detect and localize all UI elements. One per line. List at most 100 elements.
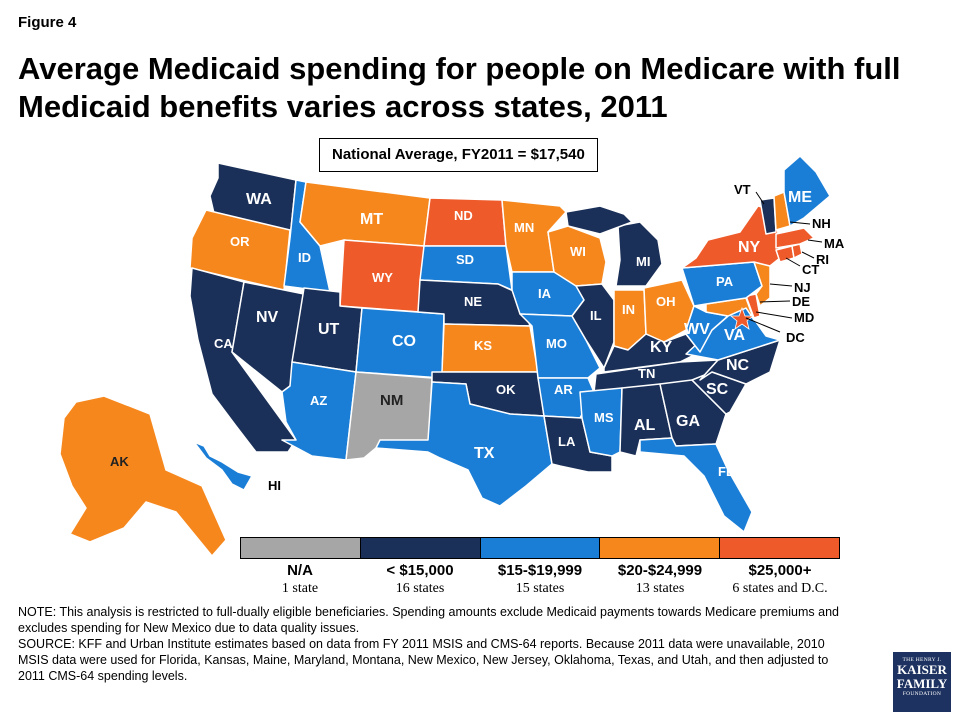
- label-AZ: AZ: [310, 393, 327, 408]
- label-NY: NY: [738, 239, 761, 256]
- legend-count: 1 state: [281, 581, 319, 596]
- legend-bar: [240, 537, 840, 559]
- label-UT: UT: [318, 321, 340, 338]
- label-ND: ND: [454, 208, 473, 223]
- legend-count: 6 states and D.C.: [732, 581, 828, 596]
- label-VA: VA: [724, 327, 745, 344]
- page-title: Average Medicaid spending for people on …: [18, 51, 901, 124]
- legend-item: N/A 1 state: [240, 562, 360, 598]
- label-DC: DC: [786, 330, 805, 345]
- label-PA: PA: [716, 274, 734, 289]
- legend-item: $15-$19,999 15 states: [480, 562, 600, 598]
- legend-label: $25,000+: [748, 562, 812, 579]
- national-average-box: National Average, FY2011 = $17,540: [319, 138, 598, 172]
- legend-item: < $15,000 16 states: [360, 562, 480, 598]
- label-IN: IN: [622, 302, 635, 317]
- state-VT[interactable]: [759, 197, 777, 235]
- notes: NOTE: This analysis is restricted to ful…: [18, 604, 858, 684]
- state-RI[interactable]: [791, 243, 803, 259]
- label-MS: MS: [594, 410, 614, 425]
- label-LA: LA: [558, 434, 576, 449]
- legend-label: $20-$24,999: [617, 562, 703, 579]
- callout-lines: [745, 191, 823, 333]
- label-NC: NC: [726, 357, 750, 374]
- logo-line: THE HENRY J.: [902, 657, 942, 663]
- state-TX[interactable]: [375, 381, 553, 507]
- kff-logo: THE HENRY J. KAISER FAMILY FOUNDATION: [893, 652, 951, 712]
- label-MN: MN: [514, 220, 534, 235]
- label-WI: WI: [570, 244, 586, 259]
- state-ME[interactable]: [783, 155, 831, 227]
- label-MT: MT: [360, 211, 383, 228]
- label-WY: WY: [372, 270, 393, 285]
- label-AL: AL: [634, 417, 656, 434]
- label-OK: OK: [496, 382, 516, 397]
- legend-swatch-lt15: [360, 538, 481, 558]
- label-NH: NH: [812, 216, 831, 231]
- label-WA: WA: [246, 191, 272, 208]
- label-CA: CA: [214, 336, 233, 351]
- legend-item: $25,000+ 6 states and D.C.: [720, 562, 840, 598]
- label-AK: AK: [110, 454, 129, 469]
- label-ID: ID: [298, 250, 311, 265]
- state-WV[interactable]: [685, 305, 729, 353]
- legend-swatch-na: [241, 538, 361, 558]
- logo-line: FAMILY: [896, 676, 948, 691]
- state-AK[interactable]: [59, 395, 227, 557]
- legend-item: $20-$24,999 13 states: [600, 562, 720, 598]
- legend-swatch-15-19: [480, 538, 601, 558]
- legend-label: < $15,000: [386, 562, 454, 579]
- label-NJ: NJ: [794, 280, 811, 295]
- state-MI-up[interactable]: [565, 205, 633, 235]
- label-FL: FL: [718, 464, 734, 479]
- label-GA: GA: [676, 413, 700, 430]
- source-text: SOURCE: KFF and Urban Institute estimate…: [18, 637, 829, 683]
- legend-label: $15-$19,999: [497, 562, 583, 579]
- dc-star[interactable]: [729, 306, 755, 330]
- figure-label: Figure 4: [18, 14, 77, 31]
- label-HI: HI: [268, 478, 281, 493]
- label-NE: NE: [464, 294, 482, 309]
- note-text: NOTE: This analysis is restricted to ful…: [18, 605, 839, 635]
- label-IL: IL: [590, 308, 602, 323]
- state-HI[interactable]: [193, 441, 253, 491]
- label-NV: NV: [256, 309, 279, 326]
- label-WV: WV: [684, 321, 710, 338]
- label-KS: KS: [474, 338, 492, 353]
- label-ME: ME: [788, 189, 812, 206]
- label-KY: KY: [650, 339, 673, 356]
- label-IA: IA: [538, 286, 552, 301]
- state-MA[interactable]: [775, 227, 815, 249]
- label-TN: TN: [638, 366, 655, 381]
- label-MA: MA: [824, 236, 845, 251]
- label-SD: SD: [456, 252, 474, 267]
- label-AR: AR: [554, 382, 573, 397]
- label-OH: OH: [656, 294, 676, 309]
- legend-label: N/A: [287, 562, 313, 579]
- legend-swatch-25plus: [720, 538, 839, 558]
- state-FL[interactable]: [639, 437, 753, 533]
- legend-swatch-20-24: [600, 538, 721, 558]
- label-MI: MI: [636, 254, 650, 269]
- label-CO: CO: [392, 333, 416, 350]
- label-DE: DE: [792, 294, 810, 309]
- legend-count: 15 states: [515, 581, 565, 596]
- state-AZ[interactable]: [281, 361, 357, 461]
- label-MD: MD: [794, 310, 814, 325]
- label-OR: OR: [230, 234, 250, 249]
- label-TX: TX: [474, 445, 495, 462]
- label-SC: SC: [706, 381, 729, 398]
- label-RI: RI: [816, 252, 829, 267]
- label-CT: CT: [802, 262, 819, 277]
- label-NM: NM: [380, 392, 403, 409]
- logo-line: KAISER: [897, 662, 947, 677]
- logo-line: FOUNDATION: [902, 691, 942, 697]
- state-OR[interactable]: [189, 209, 291, 291]
- legend-count: 16 states: [395, 581, 445, 596]
- label-MO: MO: [546, 336, 567, 351]
- label-VT: VT: [734, 182, 751, 197]
- state-MI[interactable]: [615, 221, 663, 287]
- legend-count: 13 states: [635, 581, 685, 596]
- legend-labels: N/A 1 state < $15,000 16 states $15-$19,…: [240, 562, 840, 598]
